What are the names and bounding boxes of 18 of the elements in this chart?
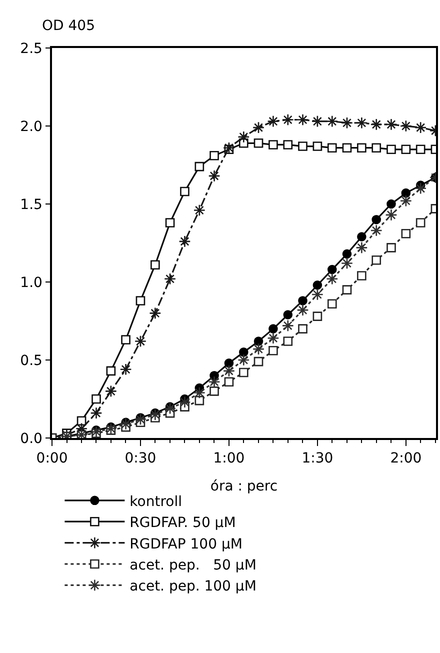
x-tick-label: 1:00 — [213, 450, 245, 467]
legend-label: kontroll — [130, 494, 182, 510]
y-tick-label: 0.5 — [20, 352, 42, 369]
x-tick-label: 1:30 — [302, 450, 334, 467]
x-tick-label: 2:00 — [390, 450, 422, 467]
x-axis-title: óra : perc — [210, 478, 278, 494]
legend-label: acet. pep. 100 µM — [130, 578, 256, 595]
y-axis-title: OD 405 — [42, 18, 95, 34]
y-tick-label: 2.0 — [20, 118, 42, 135]
legend-label: RGDFAP. 50 µM — [130, 515, 236, 532]
y-tick-label: 1.5 — [20, 196, 42, 213]
y-tick-label: 0.0 — [20, 430, 42, 447]
legend-label: RGDFAP 100 µM — [130, 536, 242, 552]
y-tick-label: 2.5 — [20, 40, 42, 57]
x-tick-label: 0:30 — [124, 450, 156, 467]
y-tick-label: 1.0 — [20, 274, 42, 291]
legend-label: acet. pep. 50 µM — [130, 557, 256, 574]
x-tick-label: 0:00 — [36, 450, 68, 467]
